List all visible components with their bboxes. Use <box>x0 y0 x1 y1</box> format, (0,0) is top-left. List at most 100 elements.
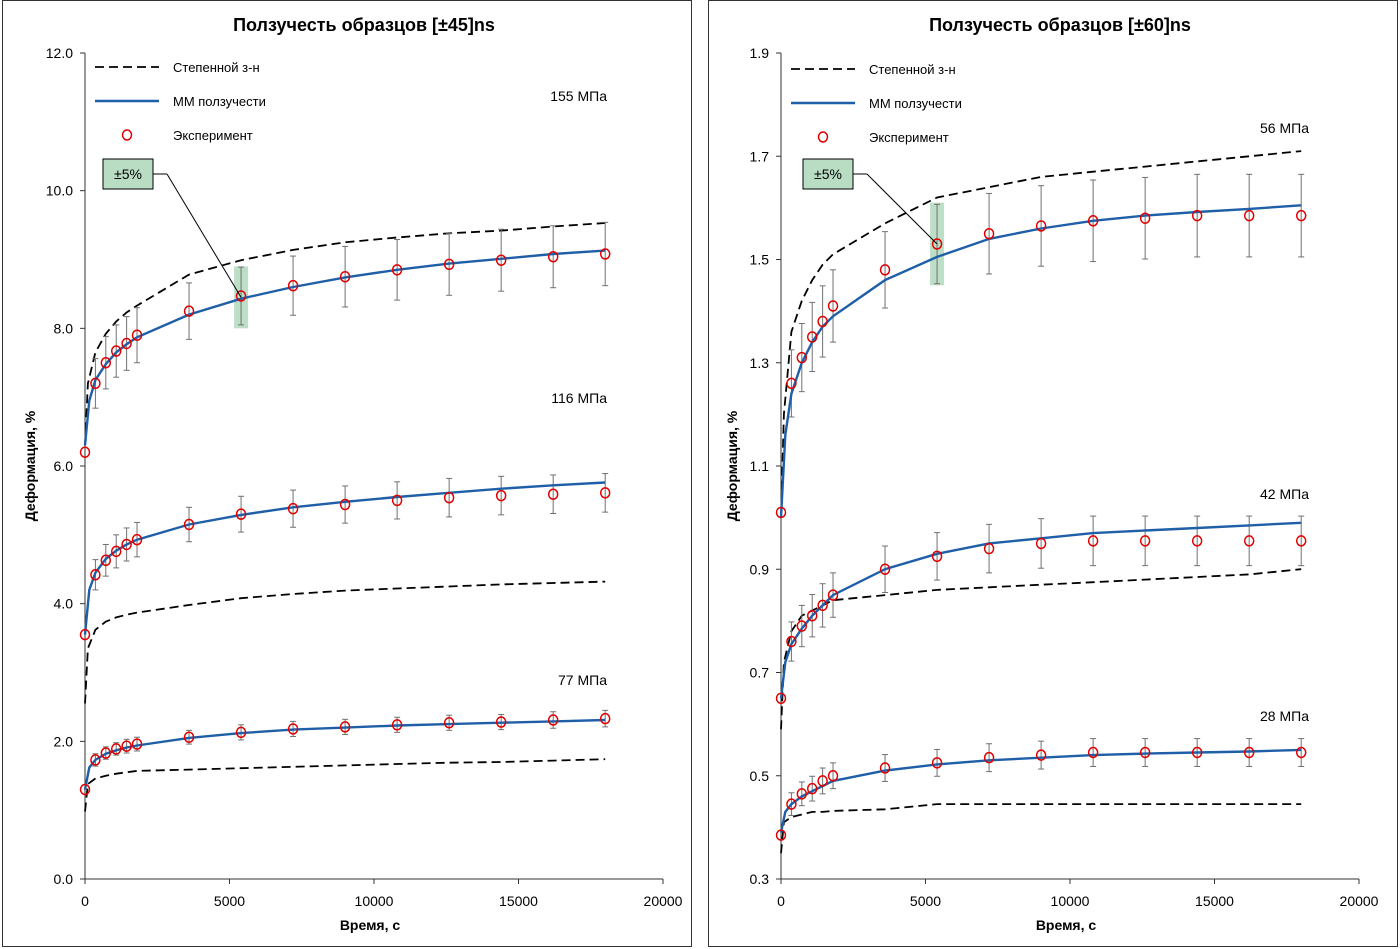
experiment-point <box>391 719 403 731</box>
y-tick-label: 10.0 <box>46 183 73 199</box>
x-axis-label: Время, с <box>1036 917 1097 933</box>
x-tick-label: 20000 <box>1340 893 1379 909</box>
experiment-point <box>599 487 611 499</box>
chart-panel-left: Ползучесть образцов [±45]ns 0 5000 10000 150… <box>2 0 692 947</box>
power-law-line <box>84 580 606 704</box>
experiment-point <box>287 502 299 515</box>
experiment-point <box>1243 535 1255 547</box>
experiment-point <box>827 589 839 601</box>
experiment-point <box>121 538 132 551</box>
model-line <box>83 249 606 446</box>
y-tick-label: 0.0 <box>54 871 74 887</box>
experiment-point <box>235 290 247 302</box>
experiment-point <box>90 569 101 581</box>
experiment-point <box>339 721 351 733</box>
experiment-point <box>1295 746 1307 759</box>
experiment-point <box>443 258 455 271</box>
stress-label: 116 МПа <box>551 390 607 406</box>
y-tick-label: 1.1 <box>750 458 770 474</box>
y-tick-label: 1.9 <box>750 45 770 61</box>
experiment-point <box>391 494 403 507</box>
legend-label: Эксперимент <box>173 128 253 143</box>
y-tick-label: 2.0 <box>54 733 74 749</box>
tolerance-label: ±5% <box>814 166 842 182</box>
experiment-point <box>183 731 195 743</box>
y-axis-label: Деформация, % <box>724 410 740 521</box>
experiment-point <box>391 264 403 276</box>
y-tick-label: 6.0 <box>54 458 74 474</box>
y-tick-label: 0.3 <box>750 871 770 887</box>
experiment-point <box>100 747 112 759</box>
stress-label: 28 МПа <box>1260 708 1309 724</box>
experiment-point <box>879 762 891 774</box>
experiment-point <box>90 754 101 766</box>
experiment-point <box>443 491 455 504</box>
experiment-point <box>1191 209 1203 222</box>
y-tick-label: 0.9 <box>750 561 770 577</box>
experiment-point <box>131 738 143 750</box>
tolerance-label: ±5% <box>114 166 142 182</box>
model-line <box>779 204 1302 518</box>
legend-label: Степенной з-н <box>173 60 260 75</box>
model-line <box>83 481 606 635</box>
chart-right: Ползучесть образцов [±60]ns 0 5000 10000 150… <box>724 15 1379 933</box>
experiment-point <box>110 545 122 558</box>
experiment-point <box>1139 746 1151 759</box>
legend-label: ММ ползучести <box>869 96 962 111</box>
experiment-point <box>1087 215 1099 227</box>
experiment-point <box>806 609 818 622</box>
experiment-point <box>79 446 91 458</box>
experiment-point <box>183 518 195 531</box>
experiment-point <box>287 723 299 735</box>
experiment-point <box>806 331 818 343</box>
experiment-point <box>121 740 132 752</box>
x-tick-label: 5000 <box>910 893 941 909</box>
experiment-point <box>827 770 839 782</box>
experiment-point <box>931 550 943 563</box>
callout-leader <box>866 173 938 245</box>
experiment-point <box>79 783 91 796</box>
experiment-point <box>775 829 787 841</box>
experiment-point <box>131 533 143 546</box>
experiment-point <box>786 635 797 648</box>
experiment-point <box>806 782 818 795</box>
x-tick-label: 20000 <box>644 893 683 909</box>
experiment-point <box>786 798 797 810</box>
y-tick-label: 4.0 <box>54 596 74 612</box>
y-tick-label: 0.5 <box>750 768 770 784</box>
model-line <box>779 748 1302 833</box>
legend-label: Эксперимент <box>869 130 949 145</box>
experiment-point <box>495 254 507 266</box>
model-line <box>779 521 1302 699</box>
experiment-point <box>339 498 351 511</box>
model-line <box>83 718 606 790</box>
experiment-point <box>1243 209 1255 222</box>
experiment-point <box>786 377 797 390</box>
experiment-point <box>1035 749 1047 761</box>
y-tick-label: 0.7 <box>750 665 770 681</box>
experiment-point <box>1035 537 1047 550</box>
experiment-point <box>121 337 132 350</box>
tolerance-callout-box <box>102 158 154 190</box>
experiment-point <box>599 712 611 725</box>
experiment-point <box>983 751 995 764</box>
experiment-point <box>796 620 808 632</box>
x-tick-label: 0 <box>81 893 89 909</box>
x-tick-label: 15000 <box>1195 893 1234 909</box>
power-law-line <box>780 150 1302 518</box>
experiment-point <box>775 506 787 519</box>
power-law-line <box>780 803 1302 854</box>
experiment-point <box>1035 220 1047 232</box>
experiment-point <box>235 726 247 739</box>
experiment-point <box>131 329 143 341</box>
tolerance-callout-box <box>802 158 854 190</box>
y-axis-label: Деформация, % <box>22 410 38 521</box>
chart-title: Ползучесть образцов [±45]ns <box>233 15 495 35</box>
experiment-point <box>879 264 891 276</box>
experiment-point <box>235 508 247 520</box>
experiment-point <box>1295 535 1307 547</box>
chart-title: Ползучесть образцов [±60]ns <box>929 15 1191 35</box>
experiment-point <box>983 542 995 555</box>
experiment-point <box>339 270 351 283</box>
stress-label: 56 МПа <box>1260 120 1309 136</box>
